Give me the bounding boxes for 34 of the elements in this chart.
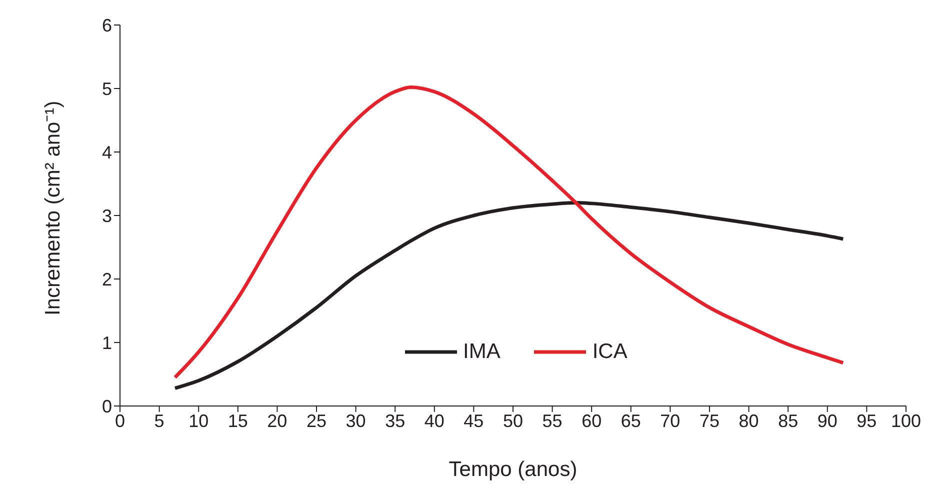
x-tick-label: 65 (620, 410, 641, 431)
x-tick-label: 10 (188, 410, 209, 431)
x-tick-label: 75 (699, 410, 720, 431)
x-tick-label: 40 (424, 410, 444, 431)
x-tick-label: 80 (738, 410, 759, 431)
y-tick-label: 4 (102, 142, 112, 162)
x-tick-label: 50 (502, 410, 524, 431)
y-tick-label: 0 (102, 396, 112, 416)
y-tick-label: 2 (102, 269, 112, 290)
line-series (173, 201, 845, 390)
x-tick-label: 90 (817, 410, 838, 431)
y-tick-label: 1 (102, 332, 112, 353)
y-axis-title: Incremento (cm² ano⁻¹) (41, 100, 64, 316)
x-tick-label: 15 (228, 410, 248, 431)
x-tick-label: 60 (582, 410, 602, 431)
y-tick-label: 3 (102, 206, 112, 226)
legend-label: IMA (463, 340, 500, 364)
x-tick-label: 0 (114, 410, 126, 431)
x-tick-label: 30 (346, 410, 366, 431)
line-series (173, 85, 845, 380)
x-tick-label: 25 (306, 410, 327, 431)
x-axis-title: Tempo (anos) (448, 458, 578, 481)
x-tick-label: 5 (154, 410, 164, 431)
y-tick-label: 6 (102, 15, 112, 36)
legend-label: ICA (592, 340, 628, 364)
x-tick-label: 70 (660, 410, 680, 431)
x-tick-label: 95 (856, 410, 877, 431)
x-tick-label: 35 (385, 410, 406, 431)
x-tick-label: 45 (464, 410, 484, 431)
x-tick-label: 55 (542, 410, 562, 431)
x-tick-label: 100 (890, 410, 922, 431)
x-tick-label: 85 (778, 410, 798, 431)
x-tick-label: 20 (267, 410, 288, 431)
y-tick-label: 5 (102, 78, 112, 99)
